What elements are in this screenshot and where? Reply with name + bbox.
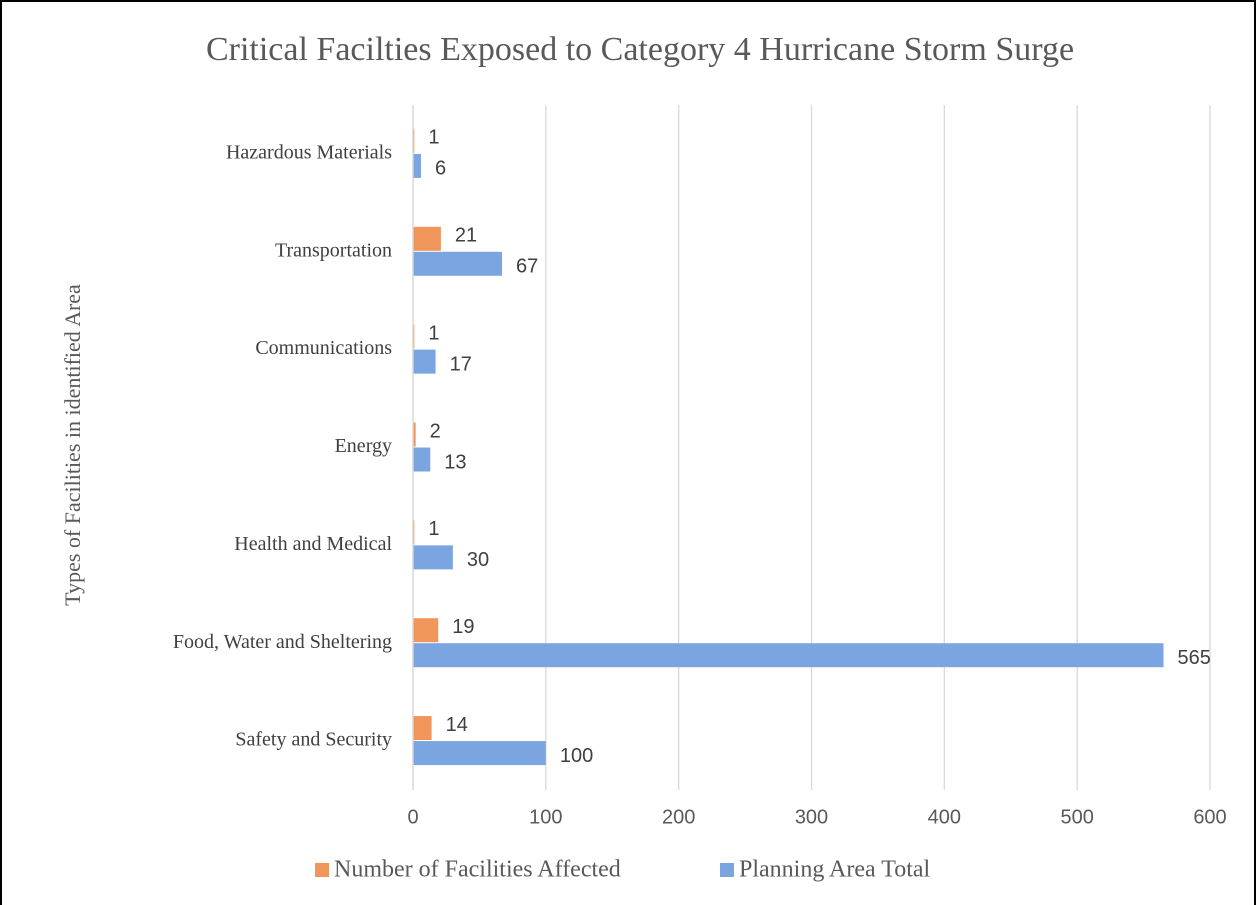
data-label: 565 — [1178, 647, 1211, 669]
bar — [413, 128, 415, 153]
y-tick-label: Transportation — [275, 239, 392, 261]
chart-title: Critical Facilties Exposed to Category 4… — [206, 31, 1074, 68]
y-tick-label: Communications — [255, 337, 392, 359]
bar — [413, 741, 546, 766]
y-tick-label: Safety and Security — [235, 729, 392, 751]
data-label: 14 — [446, 714, 468, 736]
bar — [413, 520, 415, 545]
data-label: 2 — [430, 420, 441, 442]
y-tick-label: Food, Water and Sheltering — [173, 631, 392, 653]
legend-label: Number of Facilities Affected — [334, 857, 621, 883]
y-tick-label: Hazardous Materials — [226, 142, 392, 164]
x-tick-label: 600 — [1193, 806, 1226, 828]
x-tick-label: 400 — [928, 806, 961, 828]
x-tick-label: 200 — [662, 806, 695, 828]
bar — [413, 716, 432, 741]
bar — [413, 324, 415, 349]
y-tick-label: Health and Medical — [234, 533, 392, 555]
y-tick-label: Energy — [335, 435, 392, 457]
data-label: 1 — [428, 518, 439, 540]
data-label: 67 — [516, 256, 538, 278]
data-label: 13 — [444, 451, 466, 473]
x-tick-label: 500 — [1060, 806, 1093, 828]
data-label: 30 — [467, 549, 489, 571]
bar — [413, 447, 431, 472]
bar — [413, 643, 1164, 668]
data-label: 6 — [435, 158, 446, 180]
bar — [413, 226, 441, 251]
legend-label: Planning Area Total — [739, 857, 931, 883]
data-label: 1 — [428, 127, 439, 149]
data-label: 21 — [455, 225, 477, 247]
legend-swatch — [720, 863, 734, 877]
bar — [413, 349, 436, 374]
bar — [413, 153, 421, 178]
y-axis-label: Types of Facilities in identified Area — [60, 284, 85, 606]
data-label: 19 — [452, 616, 474, 638]
data-label: 17 — [450, 353, 472, 375]
bar — [413, 545, 453, 570]
x-tick-label: 0 — [407, 806, 418, 828]
data-label: 100 — [560, 745, 593, 767]
data-label: 1 — [428, 322, 439, 344]
legend-swatch — [315, 863, 329, 877]
bar — [413, 618, 439, 643]
x-tick-label: 100 — [529, 806, 562, 828]
bar — [413, 422, 416, 447]
x-tick-label: 300 — [795, 806, 828, 828]
bar — [413, 251, 502, 276]
